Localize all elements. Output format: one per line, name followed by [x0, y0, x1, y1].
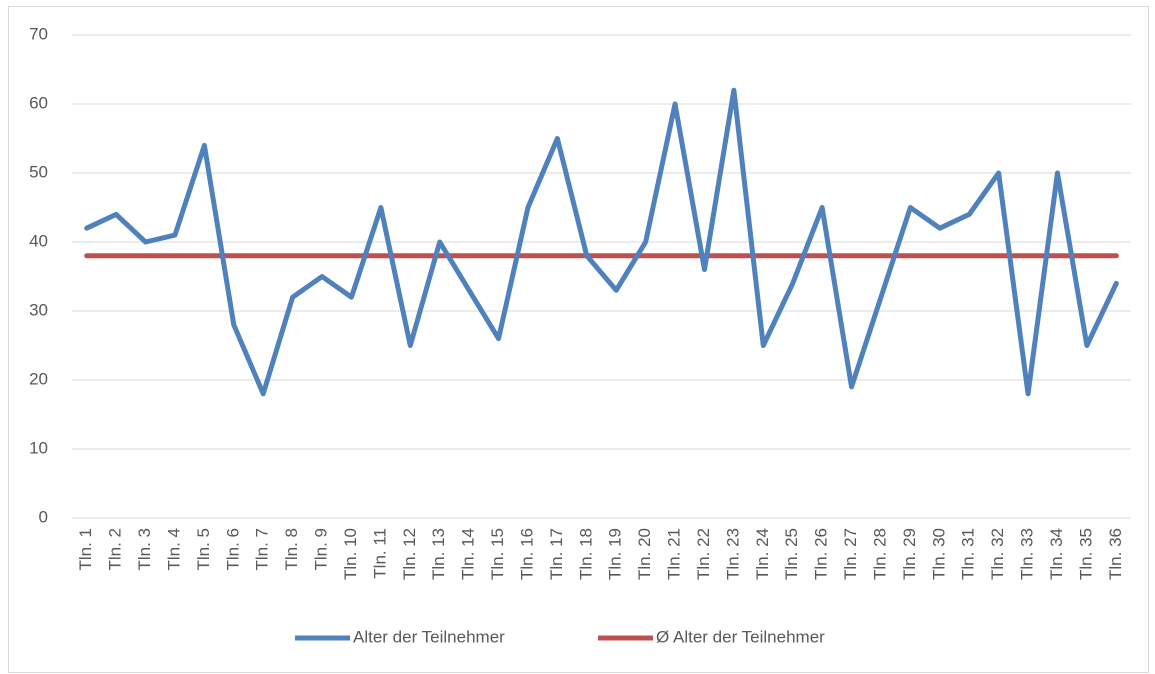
x-tick-label: Tln. 27 [841, 528, 860, 580]
x-tick-label: Tln. 15 [488, 528, 507, 580]
y-tick-label: 10 [29, 438, 48, 457]
x-tick-label: Tln. 21 [665, 528, 684, 580]
y-tick-label: 40 [29, 231, 48, 250]
x-tick-label: Tln. 24 [753, 528, 772, 580]
x-tick-label: Tln. 6 [223, 528, 242, 571]
legend-label: Alter der Teilnehmer [353, 627, 505, 646]
y-tick-label: 70 [29, 24, 48, 43]
y-tick-label: 50 [29, 162, 48, 181]
x-tick-label: Tln. 33 [1018, 528, 1037, 580]
x-tick-label: Tln. 17 [547, 528, 566, 580]
data-line [84, 87, 1119, 397]
x-tick-label: Tln. 7 [253, 528, 272, 571]
x-tick-label: Tln. 29 [900, 528, 919, 580]
y-tick-label: 30 [29, 300, 48, 319]
x-tick-label: Tln. 3 [135, 528, 154, 571]
x-tick-label: Tln. 34 [1047, 528, 1066, 580]
y-tick-label: 20 [29, 369, 48, 388]
y-tick-label: 0 [39, 507, 48, 526]
x-tick-label: Tln. 12 [400, 528, 419, 580]
x-tick-label: Tln. 25 [782, 528, 801, 580]
x-tick-label: Tln. 22 [694, 528, 713, 580]
x-tick-label: Tln. 32 [988, 528, 1007, 580]
x-tick-label: Tln. 35 [1076, 528, 1095, 580]
legend-label: Ø Alter der Teilnehmer [656, 627, 825, 646]
x-tick-label: Tln. 11 [370, 528, 389, 579]
x-tick-label: Tln. 26 [812, 528, 831, 580]
x-tick-label: Tln. 31 [959, 528, 978, 580]
x-tick-label: Tln. 28 [870, 528, 889, 580]
y-tick-label: 60 [29, 93, 48, 112]
x-tick-label: Tln. 2 [106, 528, 125, 571]
x-tick-label: Tln. 36 [1106, 528, 1125, 580]
x-tick-label: Tln. 16 [517, 528, 536, 580]
x-tick-label: Tln. 1 [76, 528, 95, 571]
x-tick-label: Tln. 30 [929, 528, 948, 580]
x-tick-label: Tln. 5 [194, 528, 213, 571]
chart-border [8, 6, 1149, 673]
x-tick-label: Tln. 13 [429, 528, 448, 580]
x-tick-label: Tln. 10 [341, 528, 360, 580]
x-tick-label: Tln. 18 [576, 528, 595, 580]
x-tick-label: Tln. 23 [723, 528, 742, 580]
x-tick-label: Tln. 20 [635, 528, 654, 580]
x-tick-label: Tln. 4 [164, 528, 183, 571]
x-tick-label: Tln. 19 [606, 528, 625, 580]
x-tick-label: Tln. 14 [459, 528, 478, 580]
x-tick-label: Tln. 9 [312, 528, 331, 571]
x-tick-label: Tln. 8 [282, 528, 301, 571]
